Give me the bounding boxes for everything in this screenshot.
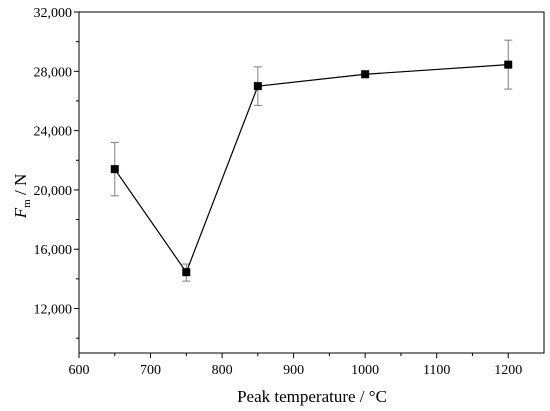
- data-point: [504, 60, 513, 69]
- y-axis-title-unit: / N: [11, 174, 30, 200]
- y-tick-label: 20,000: [34, 184, 73, 199]
- data-point: [182, 268, 191, 277]
- axes: [78, 11, 545, 354]
- plot-frame: [78, 11, 545, 354]
- y-tick-label: 24,000: [34, 125, 73, 140]
- y-tick-label: 16,000: [34, 243, 73, 258]
- error-bars: [110, 39, 513, 282]
- series-line: [114, 64, 509, 274]
- data-point: [361, 70, 370, 79]
- x-tick-label: 600: [69, 363, 90, 378]
- y-tick-label: 12,000: [34, 303, 73, 318]
- y-axis-title-main: F: [11, 207, 30, 219]
- x-tick-label: 900: [283, 363, 304, 378]
- data-point: [110, 165, 119, 174]
- x-axis-title: Peak temperature / °C: [237, 387, 387, 406]
- y-axis-title: Fm / N: [11, 174, 33, 219]
- x-tick-label: 700: [140, 363, 161, 378]
- x-tick-label: 1200: [494, 363, 522, 378]
- y-axis-title-sub: m: [21, 199, 33, 208]
- x-tick-label: 1000: [351, 363, 379, 378]
- ticks: 600 700 800 900 1000 1100 1200 12,000 16,000 20,0…: [34, 6, 523, 378]
- data-point: [253, 82, 262, 91]
- series: [110, 60, 513, 277]
- y-tick-label: 32,000: [34, 6, 73, 21]
- x-tick-label: 800: [212, 363, 233, 378]
- y-tick-label: 28,000: [34, 65, 73, 80]
- x-tick-label: 1100: [423, 363, 450, 378]
